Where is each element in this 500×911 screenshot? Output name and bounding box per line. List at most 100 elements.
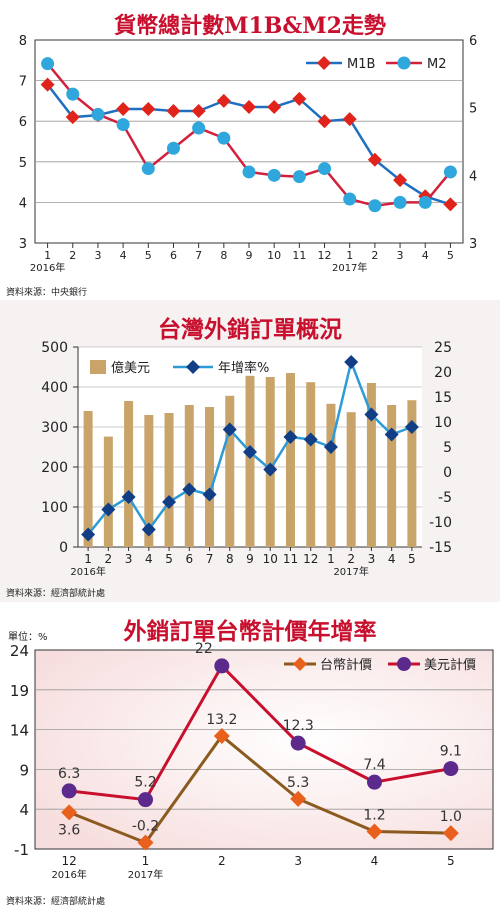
x-tick-label: 10: [267, 249, 281, 262]
data-label-usd: 9.1: [440, 744, 462, 760]
x-tick-label: 12: [62, 854, 77, 868]
data-point-M2: [41, 57, 55, 71]
legend-label: 美元計價: [424, 657, 476, 673]
y-tick-label: 9: [19, 761, 29, 779]
x-tick-label: 2: [218, 854, 226, 868]
chart-title: 外銷訂單台幣計價年增率: [123, 618, 377, 645]
legend-label: 台幣計價: [320, 657, 372, 673]
data-point-台幣計價: [213, 727, 230, 744]
data-point-M2: [368, 199, 382, 213]
bar: [225, 395, 235, 547]
y-left-tick-label: 100: [41, 500, 68, 516]
x-tick-label: 12: [318, 249, 332, 262]
data-point-美元計價: [138, 792, 153, 808]
x-tick-label: 4: [388, 552, 396, 566]
data-point-yoy: [81, 527, 96, 542]
x-tick-label: 5: [447, 854, 455, 868]
y-right-tick-label: -5: [438, 490, 452, 506]
data-point-台幣計價: [366, 823, 383, 840]
data-label-usd: 7.4: [363, 757, 385, 773]
data-point-M2: [116, 118, 130, 132]
data-label-ntd: 1.2: [363, 807, 385, 823]
x-tick-label: 11: [292, 249, 306, 262]
y-left-tick-label: 6: [19, 115, 27, 130]
x-tick-label: 1: [84, 552, 92, 566]
data-point-美元計價: [61, 783, 77, 799]
data-point-M1B: [242, 99, 256, 114]
x-tick-label: 8: [220, 249, 227, 262]
data-label-ntd: 5.3: [287, 775, 309, 791]
x-tick-label: 4: [422, 249, 429, 262]
plot-frame: [34, 649, 494, 850]
x-year-label: 2017年: [332, 261, 367, 274]
x-tick-label: 1: [142, 854, 150, 868]
y-right-tick-label: 3: [469, 237, 477, 252]
x-tick-label: 5: [145, 249, 152, 262]
chart-title: 台灣外銷訂單概況: [158, 316, 342, 343]
legend-label: M1B: [347, 57, 375, 72]
data-point-yoy: [243, 445, 257, 459]
y-right-tick-label: 6: [469, 34, 477, 49]
data-point-M1B: [317, 114, 332, 129]
legend-marker-M2: [397, 56, 411, 70]
data-point-yoy: [182, 482, 197, 497]
x-tick-label: 12: [303, 552, 318, 566]
data-label-ntd: -0.2: [132, 819, 159, 835]
data-point-台幣計價: [61, 804, 78, 821]
x-tick-label: 5: [408, 552, 416, 566]
y-right-tick-label: 5: [469, 102, 477, 117]
bar: [184, 405, 194, 547]
x-tick-label: 5: [165, 552, 173, 566]
bar: [103, 436, 113, 547]
panel-ntd-growth: 外銷訂單台幣計價年增率 單位：% -1 4 9 14 19 24 12 1 2 3 4 5 2016年 20…: [0, 602, 500, 911]
y-right-tick-label: 10: [434, 415, 452, 431]
legend-marker-bar: [90, 360, 106, 374]
data-point-yoy: [283, 430, 298, 444]
x-tick-label: 2: [69, 249, 76, 262]
y-left-tick-label: 300: [41, 420, 68, 436]
data-point-yoy: [141, 522, 156, 537]
bar: [306, 382, 316, 547]
data-point-M1B: [393, 173, 408, 188]
legend-marker-yoy: [186, 360, 200, 374]
data-point-yoy: [404, 420, 419, 434]
plot-frame: [34, 39, 464, 244]
x-tick-label: 9: [246, 249, 253, 262]
y-right-tick-label: -10: [429, 515, 452, 531]
data-point-yoy: [263, 462, 278, 477]
data-point-M2: [292, 170, 306, 184]
x-tick-label: 4: [145, 552, 153, 566]
data-point-M2: [267, 168, 281, 182]
data-point-M1B: [65, 110, 80, 125]
data-point-M1B: [191, 104, 206, 119]
x-year-label: 2017年: [333, 565, 368, 578]
x-tick-label: 3: [397, 249, 404, 262]
data-point-M2: [242, 165, 256, 179]
x-tick-label: 5: [447, 249, 454, 262]
data-point-M2: [166, 141, 180, 155]
y-tick-label: 14: [10, 722, 29, 740]
x-tick-label: 10: [263, 552, 278, 566]
data-label-usd: 12.3: [283, 718, 314, 734]
x-tick-label: 3: [125, 552, 133, 566]
bar: [366, 383, 376, 547]
bar: [346, 412, 356, 547]
bar: [387, 405, 397, 547]
x-tick-label: 2: [371, 249, 378, 262]
x-tick-label: 7: [195, 249, 202, 262]
legend-marker-M1B: [317, 56, 331, 70]
y-tick-label: 24: [10, 642, 29, 660]
data-label-usd: 22: [195, 641, 213, 657]
data-point-yoy: [344, 355, 359, 369]
data-point-M2: [217, 131, 231, 145]
data-point-美元計價: [214, 658, 230, 674]
data-point-美元計價: [443, 761, 459, 777]
data-point-yoy: [384, 427, 399, 442]
y-right-tick-label: 5: [443, 440, 452, 456]
data-point-M2: [141, 162, 155, 176]
x-year-label: 2017年: [128, 868, 163, 881]
bar: [205, 407, 215, 547]
